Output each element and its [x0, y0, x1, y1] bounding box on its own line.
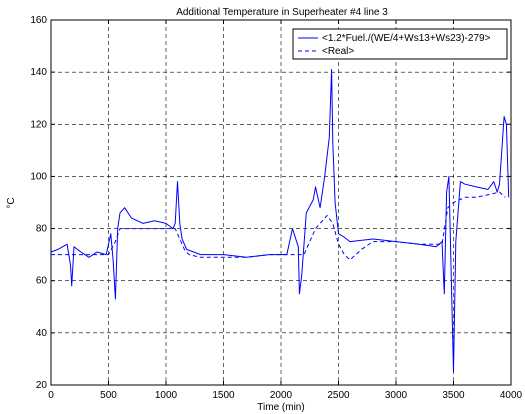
y-tick-label: 120 — [30, 119, 47, 130]
legend-label-series-2: <Real> — [322, 46, 354, 57]
series-line-1 — [50, 69, 510, 373]
legend-label-series-1: <1.2*Fuel./(WE/4+Ws13+Ws23)-279> — [322, 33, 491, 44]
x-tick-label: 1000 — [155, 390, 178, 401]
x-tick-label: 3500 — [442, 390, 465, 401]
legend: <1.2*Fuel./(WE/4+Ws13+Ws23)-279> <Real> — [292, 28, 508, 60]
y-tick-label: 60 — [36, 276, 48, 287]
y-axis: 20 40 60 80 100 120 140 160 — [30, 15, 511, 391]
chart-title: Additional Temperature in Superheater #4… — [176, 7, 388, 18]
y-tick-label: 40 — [36, 328, 48, 339]
legend-box — [292, 28, 508, 60]
x-tick-label: 4000 — [500, 390, 523, 401]
x-tick-label: 1500 — [212, 390, 235, 401]
x-tick-label: 2000 — [270, 390, 293, 401]
x-axis-label: Time (min) — [257, 402, 304, 413]
y-axis-label: °C — [6, 197, 17, 208]
x-tick-label: 500 — [100, 390, 117, 401]
y-tick-label: 20 — [36, 380, 48, 391]
y-tick-label: 140 — [30, 67, 47, 78]
y-tick-label: 160 — [30, 15, 47, 26]
x-tick-label: 2500 — [327, 390, 350, 401]
x-tick-label: 3000 — [385, 390, 408, 401]
series-layer — [50, 69, 510, 373]
y-tick-label: 80 — [36, 224, 48, 235]
x-tick-label: 0 — [48, 390, 54, 401]
y-tick-label: 100 — [30, 171, 47, 182]
x-axis: 0 500 1000 1500 2000 2500 3000 3500 4000 — [48, 20, 523, 401]
